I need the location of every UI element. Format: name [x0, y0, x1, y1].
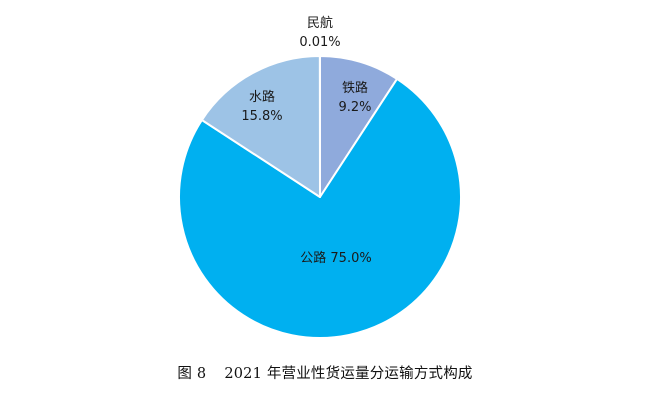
slice-label-waterway-name: 水路 [249, 89, 275, 105]
slice-label-waterway-value: 15.8% [241, 109, 282, 124]
figure-number: 图 8 [177, 366, 206, 382]
figure-title: 2021 年营业性货运量分运输方式构成 [224, 366, 472, 382]
slice-label-aviation-value: 0.01% [299, 35, 340, 50]
slice-label-railway-value: 9.2% [338, 100, 371, 115]
slice-label-railway-name: 铁路 [342, 80, 368, 96]
slice-label-highway: 公路 75.0% [300, 250, 371, 266]
pie-slices [179, 56, 461, 338]
slice-label-aviation-name: 民航 [307, 15, 333, 31]
figure-caption: 图 8 2021 年营业性货运量分运输方式构成 [0, 362, 650, 383]
